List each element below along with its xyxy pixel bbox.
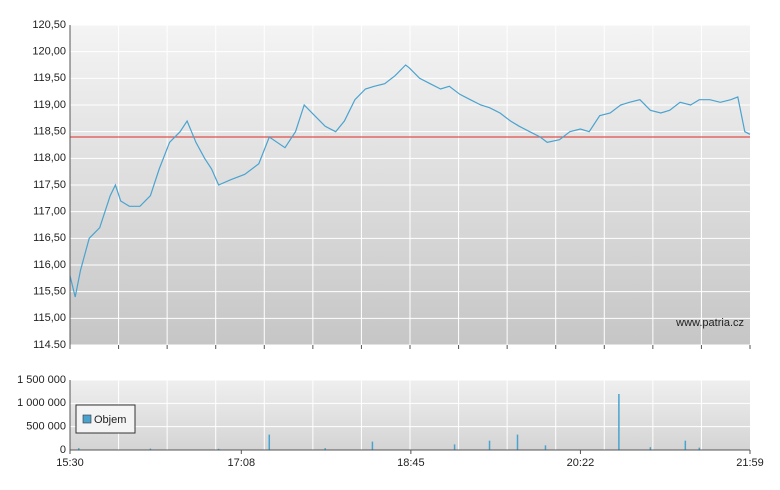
- volume-bar: [324, 448, 326, 450]
- legend-swatch: [82, 414, 92, 424]
- volume-bar: [453, 444, 456, 450]
- x-tick-label: 15:30: [56, 457, 84, 469]
- y-tick-label: 0: [60, 444, 66, 456]
- y-tick-label: 114.50: [33, 339, 66, 351]
- legend-label: Objem: [94, 414, 126, 426]
- x-tick-label: 21:59: [736, 457, 764, 469]
- y-tick-label: 1 000 000: [17, 397, 66, 409]
- volume-bar: [149, 448, 152, 450]
- y-tick-label: 120,00: [32, 46, 66, 58]
- volume-bar: [516, 434, 519, 450]
- y-tick-label: 119,00: [33, 99, 66, 111]
- volume-bar: [649, 447, 652, 450]
- volume-bar: [684, 440, 687, 450]
- y-tick-label: 118,50: [33, 126, 66, 138]
- y-tick-label: 115,00: [33, 312, 66, 324]
- y-tick-label: 117,50: [33, 179, 66, 191]
- volume-bar: [217, 448, 220, 450]
- y-tick-label: 119,50: [33, 72, 66, 84]
- y-tick-label: 500 000: [26, 421, 66, 433]
- watermark: www.patria.cz: [675, 317, 744, 329]
- volume-bar: [488, 440, 491, 450]
- x-tick-label: 17:08: [228, 457, 256, 469]
- y-tick-label: 120,50: [32, 19, 66, 31]
- volume-bar: [698, 447, 701, 450]
- volume-bar: [618, 394, 620, 450]
- x-tick-label: 20:22: [567, 457, 595, 469]
- volume-bar: [77, 448, 80, 450]
- y-tick-label: 115,50: [33, 286, 66, 298]
- x-tick-label: 18:45: [397, 457, 425, 469]
- volume-bar: [268, 434, 271, 450]
- y-tick-label: 116,00: [33, 259, 66, 271]
- y-tick-label: 116,50: [33, 232, 66, 244]
- y-tick-label: 117,00: [33, 206, 66, 218]
- y-tick-label: 1 500 000: [17, 374, 66, 386]
- volume-bar: [544, 445, 547, 450]
- price-line: [69, 64, 751, 298]
- y-tick-label: 118,00: [33, 152, 66, 164]
- volume-bar: [371, 441, 374, 450]
